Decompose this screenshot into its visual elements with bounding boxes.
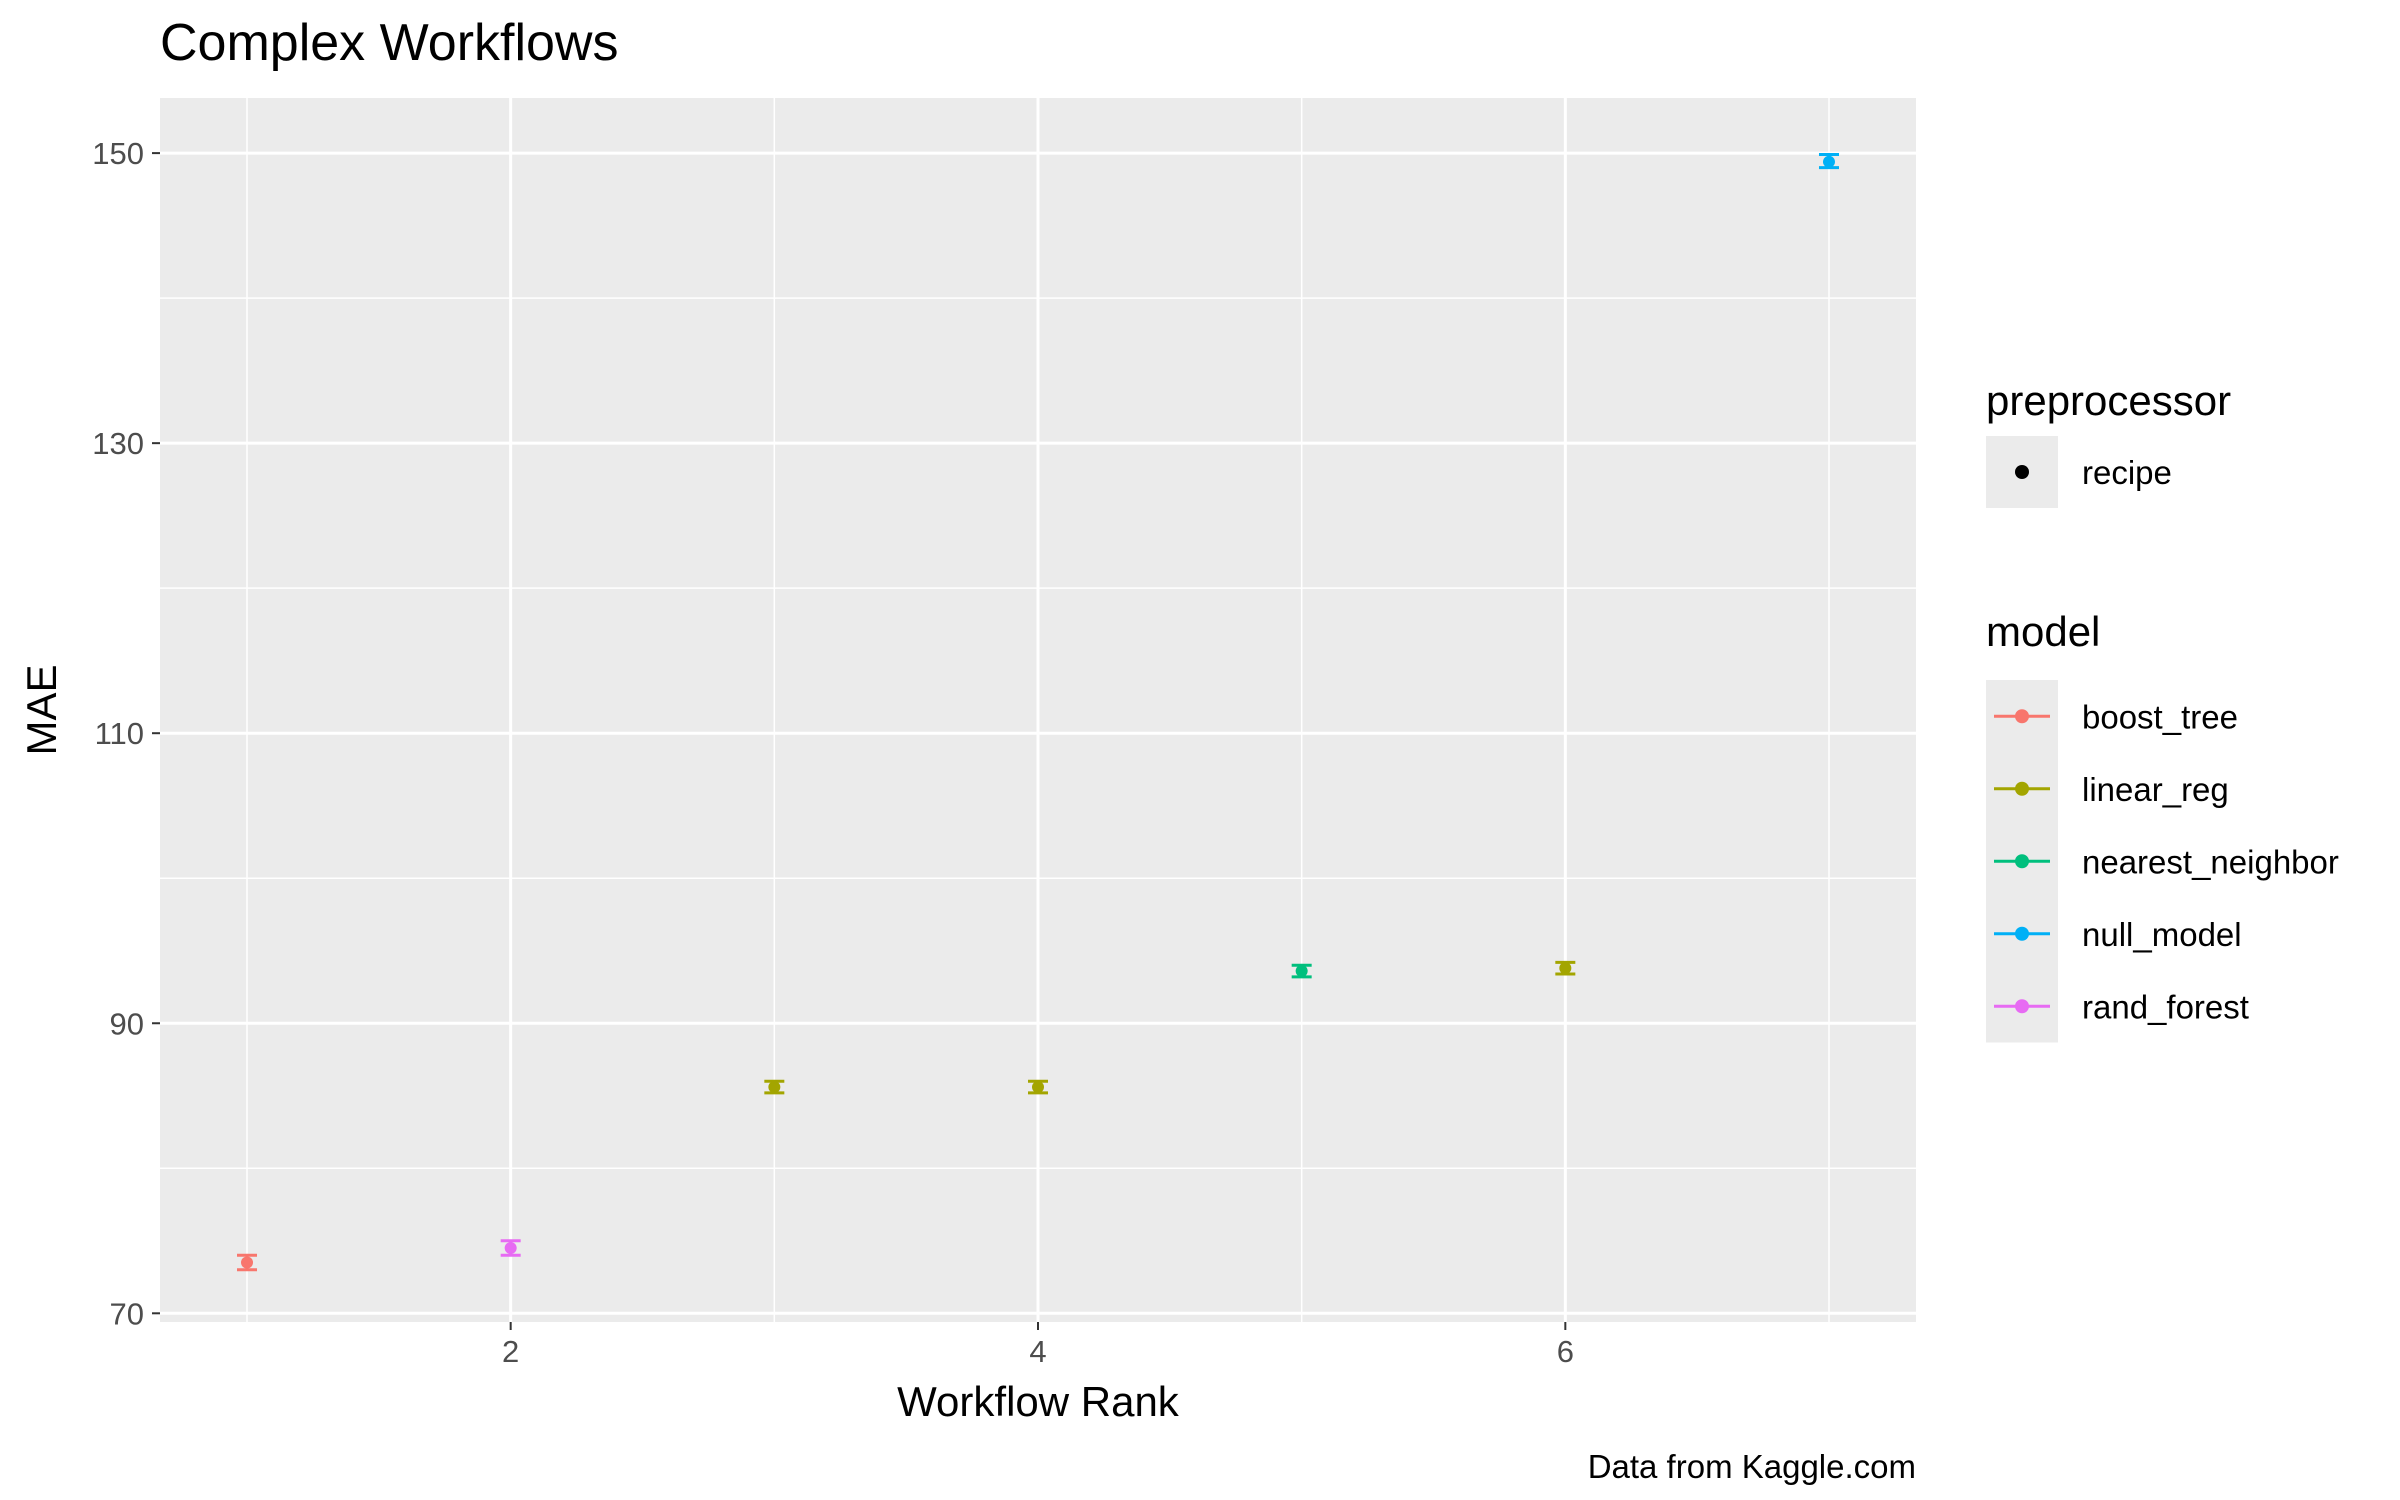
y-axis-title: MAE: [18, 664, 65, 755]
x-axis-title: Workflow Rank: [897, 1378, 1180, 1425]
data-point-boost_tree: [237, 1253, 258, 1272]
legend-point-icon: [2015, 709, 2029, 724]
legend-entry-linear_reg: linear_reg: [1994, 771, 2229, 808]
chart-caption: Data from Kaggle.com: [1588, 1448, 1916, 1485]
legend-preprocessor-entries: recipe: [1986, 436, 2172, 508]
data-point-linear_reg: [1028, 1079, 1048, 1095]
y-axis: 70 90 110 130 150: [92, 136, 160, 1331]
y-tick-label: 130: [92, 426, 144, 461]
legend-point-icon: [2015, 781, 2029, 796]
legend-entry-recipe: recipe: [1986, 436, 2172, 508]
legend-point-icon: [2015, 999, 2029, 1014]
y-tick-label: 110: [95, 716, 144, 751]
point-marker: [1032, 1081, 1044, 1094]
point-marker: [241, 1256, 254, 1269]
legend-label: null_model: [2082, 916, 2242, 953]
legend-point-icon: [2015, 854, 2029, 869]
x-axis: 2 4 6: [502, 1322, 1574, 1369]
data-point-linear_reg: [764, 1079, 785, 1095]
legend-label: rand_forest: [2082, 988, 2249, 1025]
legend-label: recipe: [2082, 454, 2172, 491]
data-point-null_model: [1818, 153, 1839, 170]
point-marker: [1295, 965, 1308, 978]
point-marker: [1559, 962, 1572, 975]
point-marker: [504, 1242, 517, 1255]
legend: preprocessor recipe model boost_treeline…: [1986, 377, 2339, 1043]
point-marker: [768, 1081, 781, 1094]
data-point-linear_reg: [1555, 960, 1576, 976]
chart-title: Complex Workflows: [160, 14, 618, 72]
legend-label: linear_reg: [2082, 771, 2229, 808]
y-tick-label: 150: [92, 136, 144, 171]
point-marker: [1822, 155, 1835, 168]
data-layer: [237, 153, 1839, 1272]
legend-point-icon: [2015, 465, 2029, 479]
legend-title-model: model: [1986, 608, 2100, 655]
x-tick-label: 4: [1029, 1334, 1046, 1369]
x-tick-label: 2: [502, 1334, 519, 1369]
legend-entry-null_model: null_model: [1994, 916, 2242, 953]
legend-label: nearest_neighbor: [2082, 843, 2339, 880]
legend-entry-nearest_neighbor: nearest_neighbor: [1994, 843, 2339, 880]
legend-title-preprocessor: preprocessor: [1986, 377, 2231, 424]
legend-label: boost_tree: [2082, 698, 2238, 735]
legend-entry-boost_tree: boost_tree: [1994, 698, 2238, 735]
x-tick-label: 6: [1557, 1334, 1574, 1369]
legend-point-icon: [2015, 926, 2029, 941]
grid-major: [160, 98, 1916, 1322]
legend-entry-rand_forest: rand_forest: [1994, 988, 2249, 1025]
y-tick-label: 90: [110, 1006, 144, 1041]
data-point-rand_forest: [500, 1239, 521, 1257]
legend-model-entries: boost_tree linear_reg nearest_neighbornull…: [1986, 680, 2339, 1043]
y-tick-label: 70: [110, 1296, 144, 1331]
data-point-nearest_neighbor: [1291, 963, 1312, 979]
